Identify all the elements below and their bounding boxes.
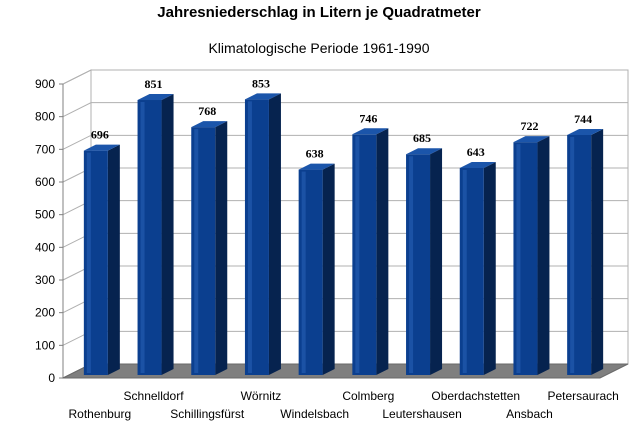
y-tick-label: 0 [48, 371, 55, 385]
bar-top [459, 161, 496, 168]
value-label: 685 [413, 131, 431, 145]
bar-highlight [409, 156, 414, 373]
y-axis-ticks: 0 100 200 300 400 500 600 700 800 900 [35, 77, 64, 385]
value-label: 853 [252, 76, 270, 90]
bar-side [376, 128, 389, 375]
bar-side [430, 148, 443, 375]
value-label: 696 [91, 128, 109, 142]
bar-highlight [247, 101, 252, 373]
category-label: Windelsbach [280, 407, 349, 421]
value-label: 768 [198, 104, 216, 118]
grid-line [62, 102, 628, 118]
bar [191, 121, 228, 376]
category-label: Schnelldorf [124, 389, 185, 403]
bar-highlight [86, 152, 91, 373]
category-label: Ansbach [506, 407, 553, 421]
category-label: Petersaurach [547, 389, 618, 403]
y-tick-label: 900 [35, 77, 55, 91]
bar-highlight [570, 136, 575, 373]
y-tick-label: 700 [35, 142, 55, 156]
category-label: Wörnitz [241, 389, 282, 403]
value-label: 851 [145, 77, 163, 91]
y-tick-label: 800 [35, 110, 55, 124]
y-tick-label: 200 [35, 306, 55, 320]
bar [137, 94, 174, 376]
bar [513, 136, 550, 375]
bar-side [107, 144, 120, 375]
bar-highlight [194, 129, 199, 373]
y-tick-label: 500 [35, 208, 55, 222]
category-label: Schillingsfürst [170, 407, 245, 421]
y-tick-label: 300 [35, 273, 55, 287]
bar-highlight [516, 144, 521, 373]
bar-top [191, 121, 228, 128]
bar-highlight [462, 169, 467, 373]
category-label: Leutershausen [382, 407, 461, 421]
bar-top [352, 128, 389, 135]
grid-line [62, 69, 628, 85]
bar [298, 163, 335, 375]
bar-highlight [301, 171, 306, 373]
bar-highlight [355, 136, 360, 373]
bar [567, 128, 604, 375]
category-label: Rothenburg [68, 407, 131, 421]
bar-top [513, 136, 550, 143]
value-label: 643 [467, 145, 485, 159]
category-label: Colmberg [342, 389, 394, 403]
grid-line [62, 134, 628, 150]
value-label: 746 [359, 111, 377, 125]
bar [244, 93, 281, 375]
bar-side [483, 161, 496, 375]
bar-side [322, 163, 335, 375]
bar-side [215, 121, 228, 376]
bars [83, 93, 604, 376]
category-labels: Rothenburg Schnelldorf Schillingsfürst Wörn… [68, 389, 618, 421]
value-label: 722 [520, 119, 538, 133]
bar-top [137, 94, 174, 101]
bar-top [567, 128, 604, 135]
category-label: Oberdachstetten [431, 389, 520, 403]
bar-side [537, 136, 550, 375]
value-label: 638 [306, 147, 324, 161]
bar-side [591, 128, 604, 375]
bar [83, 144, 120, 375]
bar-top [83, 144, 120, 151]
bar-highlight [140, 102, 145, 374]
y-tick-label: 400 [35, 240, 55, 254]
y-tick-label: 600 [35, 175, 55, 189]
value-labels: 696 851 768 853 638 746 685 643 722 744 [91, 76, 592, 160]
bar-side [268, 93, 281, 375]
bar-side [161, 94, 174, 376]
value-label: 744 [574, 112, 592, 126]
bar-top [298, 163, 335, 170]
y-tick-label: 100 [35, 338, 55, 352]
chart-subtitle: Klimatologische Periode 1961-1990 [208, 40, 430, 56]
bar-top [406, 148, 443, 155]
bar-top [244, 93, 281, 100]
bar [459, 161, 496, 375]
chart-title: Jahresniederschlag in Litern je Quadratm… [157, 4, 481, 21]
bar [406, 148, 443, 375]
bar [352, 128, 389, 375]
